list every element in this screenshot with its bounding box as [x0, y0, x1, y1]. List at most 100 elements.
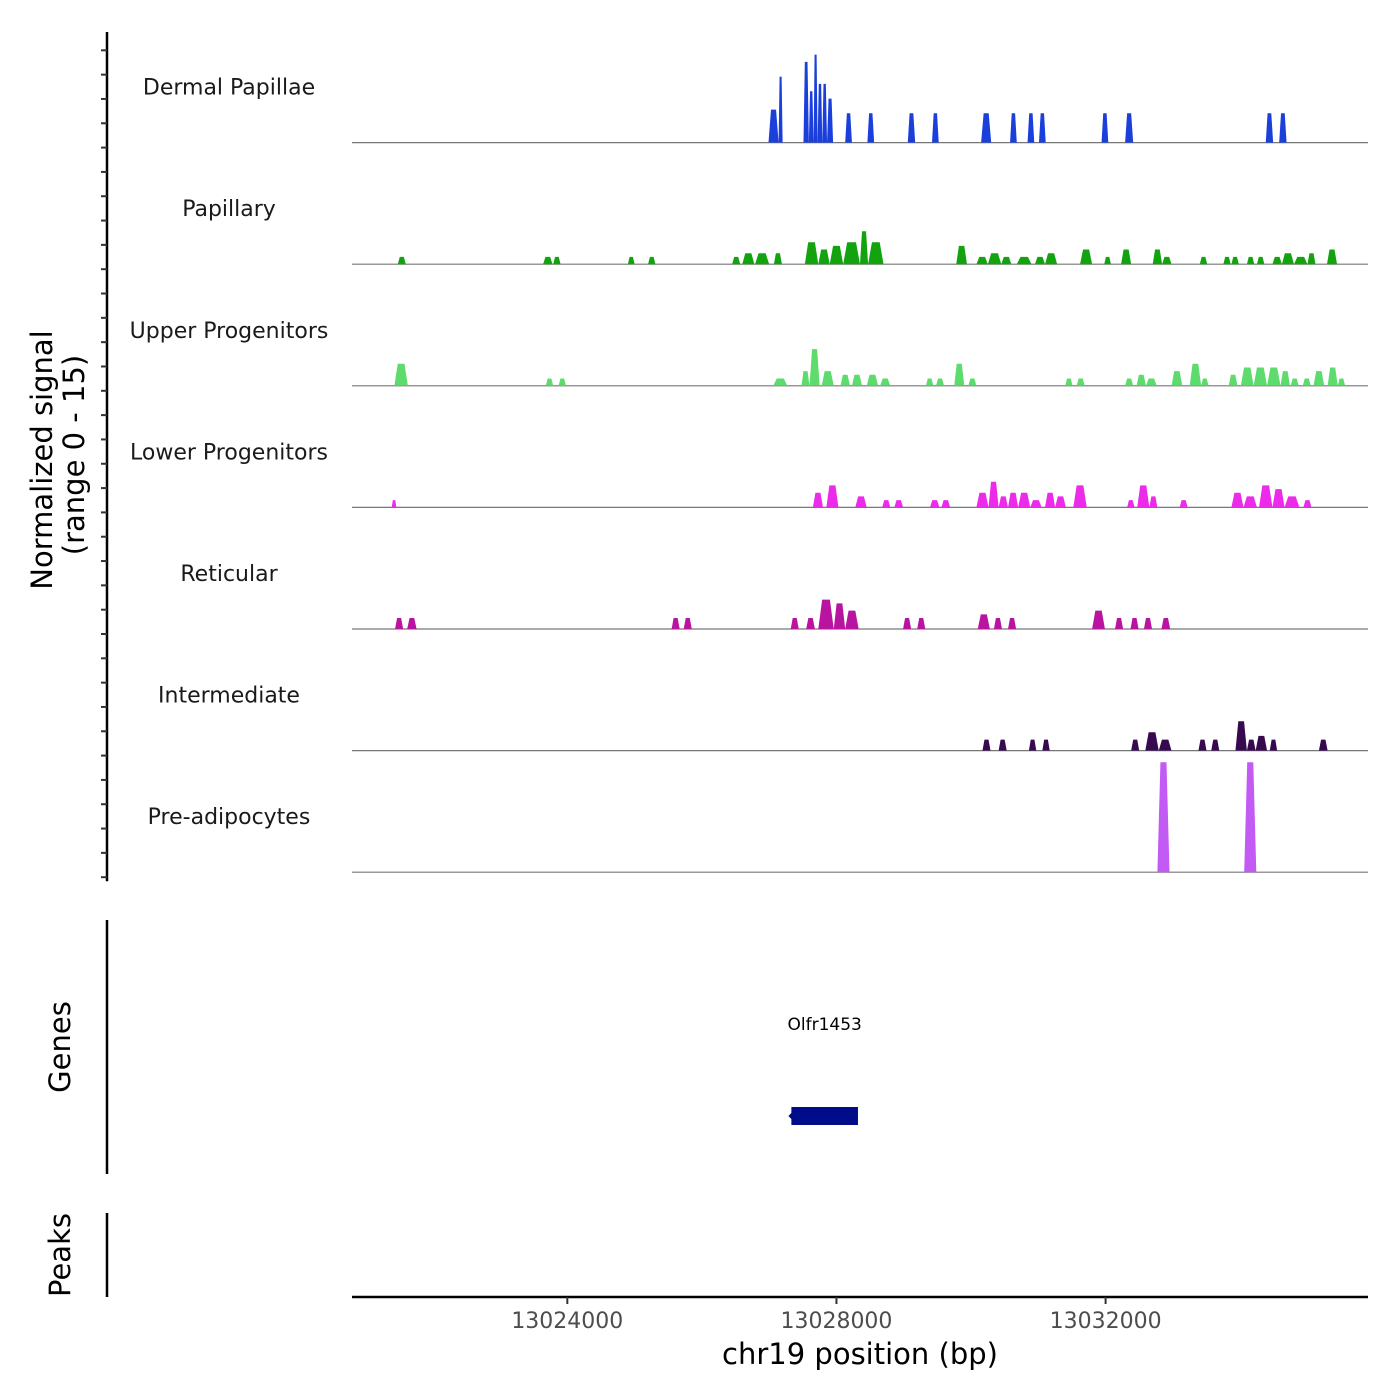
- signal-peak: [954, 363, 965, 386]
- x-axis-title: chr19 position (bp): [722, 1337, 998, 1371]
- signal-peak: [968, 378, 977, 386]
- signal-peak: [821, 371, 834, 386]
- signal-peak: [868, 242, 884, 265]
- signal-peak: [407, 618, 417, 629]
- signal-peak: [1028, 739, 1037, 751]
- signal-peak: [1307, 253, 1316, 265]
- signal-peak: [1065, 378, 1073, 386]
- signal-peak: [860, 231, 869, 265]
- signal-peak: [1131, 739, 1140, 751]
- signal-peak: [987, 253, 1002, 265]
- signal-peak: [1211, 739, 1220, 751]
- signal-peak: [1337, 378, 1346, 386]
- signal-peak: [998, 496, 1009, 508]
- signal-peak: [812, 492, 823, 508]
- signal-peak: [880, 378, 891, 386]
- signal-peak: [1201, 378, 1209, 386]
- signal-peak: [1228, 374, 1238, 386]
- gene-body: [791, 1107, 858, 1125]
- signal-peak: [1045, 253, 1058, 265]
- signal-peak: [648, 256, 656, 265]
- signal-peak: [1253, 367, 1268, 386]
- signal-peak: [981, 113, 992, 143]
- signal-peak: [1149, 496, 1158, 508]
- signal-peak: [1327, 367, 1338, 386]
- signal-peak: [1272, 256, 1282, 265]
- signal-peak: [1256, 256, 1265, 265]
- signal-peak: [1198, 739, 1207, 751]
- signal-peak: [827, 98, 834, 143]
- signal-peak: [768, 109, 779, 143]
- signal-peak: [1269, 739, 1278, 751]
- track-papillary: Papillary: [182, 197, 1368, 265]
- signal-peak: [851, 374, 863, 386]
- signal-peak: [545, 378, 554, 386]
- signal-peak: [1038, 113, 1046, 143]
- genes-panel: Olfr1453: [788, 1015, 862, 1125]
- signal-peak: [1055, 496, 1066, 508]
- signal-peak: [543, 256, 553, 265]
- signal-peak: [1302, 378, 1311, 386]
- coverage-tracks: Dermal Papillae Papillary Upper Progenitor…: [130, 54, 1368, 873]
- signal-peak: [1284, 496, 1300, 508]
- signal-peak: [840, 374, 850, 386]
- y-axis-title: Normalized signal: [25, 330, 59, 589]
- signal-peak: [1279, 113, 1287, 143]
- signal-peak: [833, 603, 846, 629]
- signal-peak: [808, 91, 814, 143]
- signal-peak: [976, 492, 989, 508]
- track-reticular: Reticular: [180, 562, 1368, 630]
- signal-peak: [817, 83, 823, 143]
- track-upper-progenitors: Upper Progenitors: [130, 319, 1368, 387]
- signal-peak: [790, 618, 799, 629]
- signal-peak: [671, 618, 680, 629]
- signal-peak: [397, 256, 406, 265]
- signal-peak: [1223, 256, 1231, 265]
- signal-peak: [866, 374, 879, 386]
- track-label: Reticular: [180, 562, 278, 587]
- signal-peak: [1076, 378, 1085, 386]
- signal-peak: [867, 113, 875, 143]
- signal-peak: [917, 618, 926, 629]
- signal-peak: [1240, 367, 1254, 386]
- signal-peak: [1136, 374, 1146, 386]
- signal-peak: [1244, 762, 1257, 873]
- signal-peak: [929, 500, 940, 508]
- signal-peak: [1125, 113, 1134, 143]
- signal-peak: [1258, 485, 1273, 508]
- signal-peak: [391, 500, 397, 508]
- signal-peak: [1235, 721, 1247, 751]
- signal-peak: [773, 253, 782, 265]
- signal-peak: [804, 242, 819, 265]
- signal-peak: [1125, 378, 1134, 386]
- signal-peak: [907, 113, 916, 143]
- signal-peak: [1145, 732, 1159, 751]
- signal-peak: [803, 61, 809, 143]
- signal-peak: [1001, 256, 1012, 265]
- signal-peak: [558, 378, 566, 386]
- signal-peak: [1115, 618, 1124, 629]
- track-pre-adipocytes: Pre-adipocytes: [148, 762, 1368, 873]
- signal-peak: [806, 618, 815, 629]
- x-tick-label: 13028000: [780, 1309, 892, 1334]
- track-label: Intermediate: [158, 684, 300, 709]
- signal-peak: [882, 500, 891, 508]
- signal-peak: [956, 245, 967, 265]
- signal-peak: [1162, 256, 1172, 265]
- signal-peak: [1231, 492, 1244, 508]
- signal-peak: [813, 54, 818, 143]
- signal-peak: [1042, 739, 1050, 751]
- signal-peak: [1104, 256, 1111, 265]
- track-label: Pre-adipocytes: [148, 805, 311, 830]
- signal-peak: [988, 481, 999, 508]
- signal-peak: [394, 363, 408, 386]
- signal-peak: [773, 378, 788, 386]
- track-intermediate: Intermediate: [158, 684, 1368, 752]
- signal-peak: [1255, 735, 1268, 751]
- signal-peak: [845, 113, 852, 143]
- signal-peak: [1281, 253, 1294, 265]
- signal-peak: [894, 500, 904, 508]
- signal-peak: [1008, 492, 1019, 508]
- x-tick-label: 13024000: [511, 1309, 623, 1334]
